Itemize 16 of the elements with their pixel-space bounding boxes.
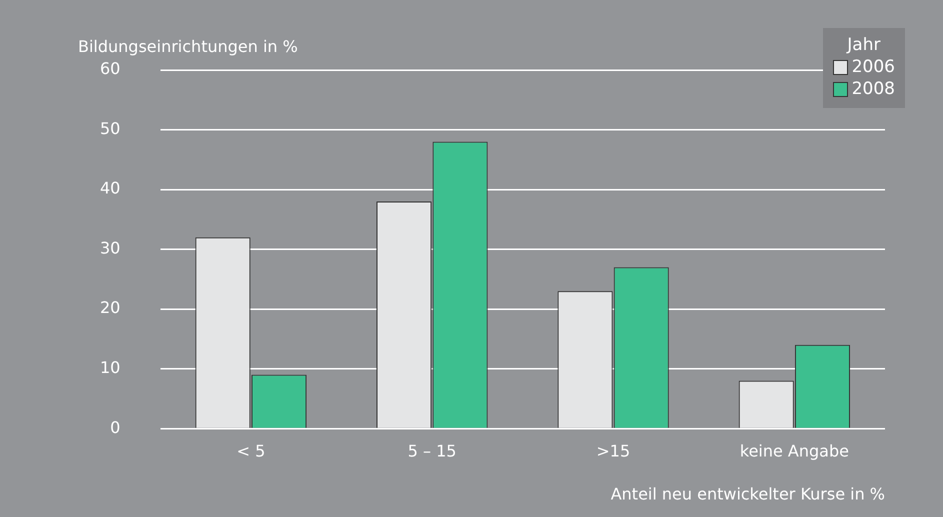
x-tick-label: keine Angabe xyxy=(740,441,849,460)
y-tick-label: 20 xyxy=(100,298,120,318)
x-axis-title: Anteil neu entwickelter Kurse in % xyxy=(610,484,885,504)
x-tick-label: 5 – 15 xyxy=(408,441,456,460)
y-tick-label: 10 xyxy=(100,358,120,377)
y-axis-title: Bildungseinrichtungen in % xyxy=(78,37,298,56)
x-tick-label: >15 xyxy=(596,441,630,460)
y-tick-label: 0 xyxy=(110,418,120,437)
legend-label: 2006 xyxy=(852,56,895,78)
legend-label: 2008 xyxy=(852,78,895,100)
y-tick-label: 30 xyxy=(100,238,120,258)
y-tick-label: 60 xyxy=(100,59,120,78)
x-tick-label: < 5 xyxy=(236,441,266,460)
y-tick-label: 50 xyxy=(100,118,120,138)
y-tick-label: 40 xyxy=(100,178,120,198)
legend-title: Jahr xyxy=(845,34,882,56)
